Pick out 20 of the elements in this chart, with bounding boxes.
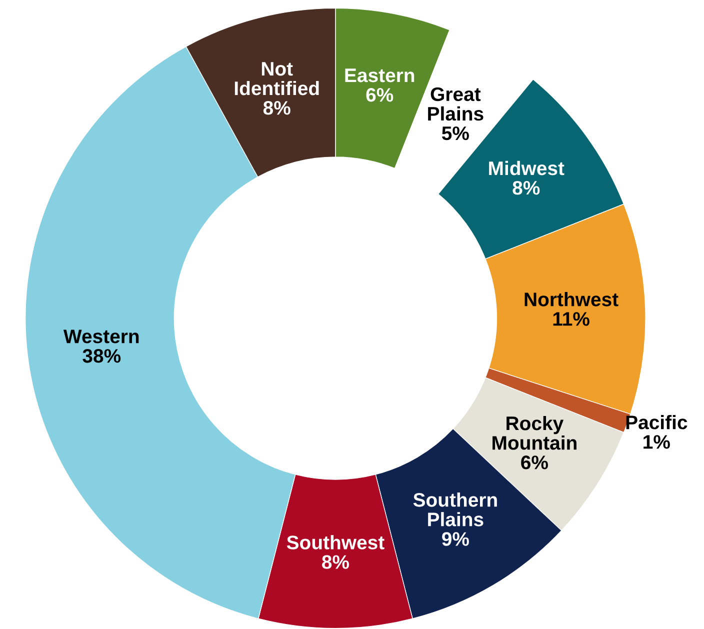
slice-label: Great Plains xyxy=(428,87,484,121)
data-label: 6% xyxy=(366,88,394,102)
data-label: 8% xyxy=(322,555,349,569)
slice-label: Northwest xyxy=(524,292,618,306)
data-label: 8% xyxy=(263,100,290,115)
slice-label: Pacific xyxy=(626,414,688,430)
slice-label: Rocky Mountain xyxy=(492,416,576,450)
data-label: 6% xyxy=(521,456,548,470)
slice-label: Eastern xyxy=(345,68,414,82)
slice-label: Western xyxy=(63,330,139,344)
slice-label: Not Identified xyxy=(234,62,319,96)
data-label: 8% xyxy=(512,180,540,195)
slice-label: Midwest xyxy=(489,160,564,176)
data-label: 11% xyxy=(553,312,590,326)
data-label: 5% xyxy=(442,126,469,140)
slice-label: Southwest xyxy=(286,535,384,550)
data-label: 1% xyxy=(644,435,670,449)
slice-label: Southern Plains xyxy=(413,492,497,526)
data-label: 38% xyxy=(82,349,121,363)
data-label: 9% xyxy=(442,532,469,546)
